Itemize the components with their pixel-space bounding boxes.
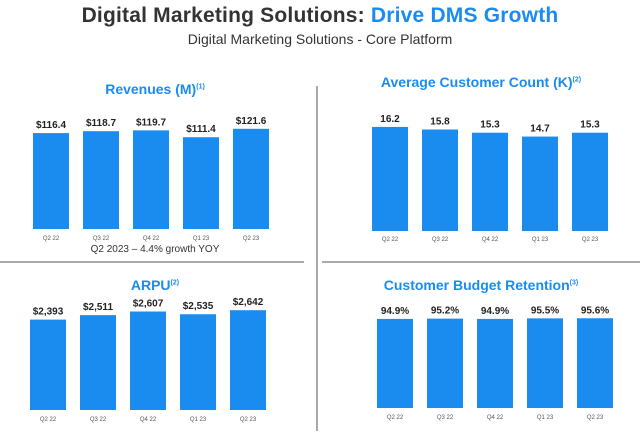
data-label: $119.7 xyxy=(136,117,166,128)
bar-q2-23 xyxy=(233,128,269,229)
x-tick-label: Q2 22 xyxy=(387,415,404,421)
x-tick-label: Q4 22 xyxy=(487,415,504,421)
data-label: 94.9% xyxy=(381,306,409,317)
x-tick-label: Q3 22 xyxy=(432,237,449,243)
data-label: $2,642 xyxy=(233,297,264,308)
arpu-footnote: (2) xyxy=(170,279,180,287)
data-label: 95.2% xyxy=(431,306,459,317)
bar-q2-22 xyxy=(30,319,66,410)
vertical-divider xyxy=(316,86,318,431)
horizontal-divider-right xyxy=(322,261,640,263)
page-subtitle: Digital Marketing Solutions - Core Platf… xyxy=(187,31,453,47)
page-title: Digital Marketing Solutions: Drive DMS G… xyxy=(0,4,640,28)
customer-count-plot: 16.2 Q2 22 15.8 Q3 22 15.3 Q4 22 14.7 Q1 23 15.3… xyxy=(372,114,608,243)
x-tick-label: Q3 22 xyxy=(93,236,110,242)
arpu-title-text: ARPU xyxy=(130,277,171,293)
revenues-title: Revenues (M)(1) xyxy=(0,81,310,97)
bar-q2-23 xyxy=(572,132,608,231)
budget-retention-chart: Customer Budget Retention(3) 94.9% Q2 22 9… xyxy=(322,262,640,433)
x-tick-label: Q2 23 xyxy=(243,236,260,242)
bar-q1-23 xyxy=(183,137,219,229)
data-label: 14.7 xyxy=(530,124,550,135)
x-tick-label: Q2 22 xyxy=(43,236,60,242)
customer-count-chart: Average Customer Count (K)(2) 16.2 Q2 22 1… xyxy=(322,0,640,262)
data-label: 94.9% xyxy=(481,306,509,317)
title-prefix: Digital Marketing Solutions: xyxy=(81,4,371,27)
bar-q4-22 xyxy=(477,318,513,408)
bar-q1-23 xyxy=(522,136,558,231)
revenues-title-text: Revenues (M) xyxy=(105,81,197,97)
x-tick-label: Q1 23 xyxy=(532,237,549,243)
bar-q3-22 xyxy=(80,315,116,410)
data-label: $111.4 xyxy=(186,124,216,135)
bar-q4-22 xyxy=(133,130,169,229)
budget-retention-title: Customer Budget Retention(3) xyxy=(322,277,640,293)
revenues-chart: Revenues (M)(1) $116.4 Q2 22 $118.7 Q3 22 $1… xyxy=(0,0,310,262)
data-label: 15.8 xyxy=(430,116,450,127)
bar-q3-22 xyxy=(427,318,463,408)
revenues-plot: $116.4 Q2 22 $118.7 Q3 22 $119.7 Q4 22 $111.4 Q… xyxy=(33,116,269,242)
revenues-footnote: (1) xyxy=(196,83,205,91)
bar-q1-23 xyxy=(180,314,216,410)
x-tick-label: Q2 23 xyxy=(240,417,257,423)
bar-q2-22 xyxy=(33,133,69,229)
customer-count-footnote: (2) xyxy=(572,76,582,84)
bar-q1-23 xyxy=(527,318,563,408)
data-label: $116.4 xyxy=(36,120,66,131)
x-tick-label: Q2 23 xyxy=(582,237,599,243)
x-tick-label: Q4 22 xyxy=(482,237,499,243)
horizontal-divider-left xyxy=(0,261,304,263)
data-label: 16.2 xyxy=(380,114,400,125)
x-tick-label: Q3 22 xyxy=(437,415,454,421)
bar-q3-22 xyxy=(83,131,119,229)
arpu-chart: ARPU(2) $2,393 Q2 22 $2,511 Q3 22 $2,607 Q4 2… xyxy=(0,262,310,433)
x-tick-label: Q1 23 xyxy=(537,415,554,421)
revenues-growth-note: Q2 2023 – 4.4% growth YOY xyxy=(90,244,220,255)
bar-q4-22 xyxy=(472,132,508,231)
bar-q2-23 xyxy=(230,310,266,410)
x-tick-label: Q1 23 xyxy=(190,417,207,423)
title-accent: Drive DMS Growth xyxy=(370,4,559,27)
x-tick-label: Q4 22 xyxy=(143,236,160,242)
budget-retention-title-text: Customer Budget Retention xyxy=(383,277,570,293)
arpu-plot: $2,393 Q2 22 $2,511 Q3 22 $2,607 Q4 22 $2,535 Q… xyxy=(30,297,266,423)
data-label: $121.6 xyxy=(236,116,267,127)
data-label: $118.7 xyxy=(86,118,116,129)
x-tick-label: Q2 22 xyxy=(382,237,399,243)
bar-q2-22 xyxy=(372,126,408,231)
data-label: $2,511 xyxy=(83,302,113,313)
budget-retention-plot: 94.9% Q2 22 95.2% Q3 22 94.9% Q4 22 95.5% Q1 23… xyxy=(377,305,613,421)
x-tick-label: Q2 23 xyxy=(587,415,604,421)
data-label: 15.3 xyxy=(480,120,500,131)
data-label: $2,393 xyxy=(33,307,64,318)
customer-count-title: Average Customer Count (K)(2) xyxy=(322,74,640,90)
x-tick-label: Q2 22 xyxy=(40,417,57,423)
data-label: $2,535 xyxy=(183,301,214,312)
arpu-title: ARPU(2) xyxy=(0,277,310,293)
x-tick-label: Q4 22 xyxy=(140,417,157,423)
bar-q3-22 xyxy=(422,129,458,231)
data-label: $2,607 xyxy=(133,299,164,310)
data-label: 95.5% xyxy=(531,305,559,316)
bar-q4-22 xyxy=(130,311,166,410)
budget-retention-footnote: (3) xyxy=(569,279,579,287)
data-label: 15.3 xyxy=(580,120,600,131)
bar-q2-23 xyxy=(577,318,613,408)
x-tick-label: Q1 23 xyxy=(193,236,210,242)
x-tick-label: Q3 22 xyxy=(90,417,107,423)
data-label: 95.6% xyxy=(581,305,609,316)
customer-count-title-text: Average Customer Count (K) xyxy=(380,74,573,90)
bar-q2-22 xyxy=(377,318,413,408)
